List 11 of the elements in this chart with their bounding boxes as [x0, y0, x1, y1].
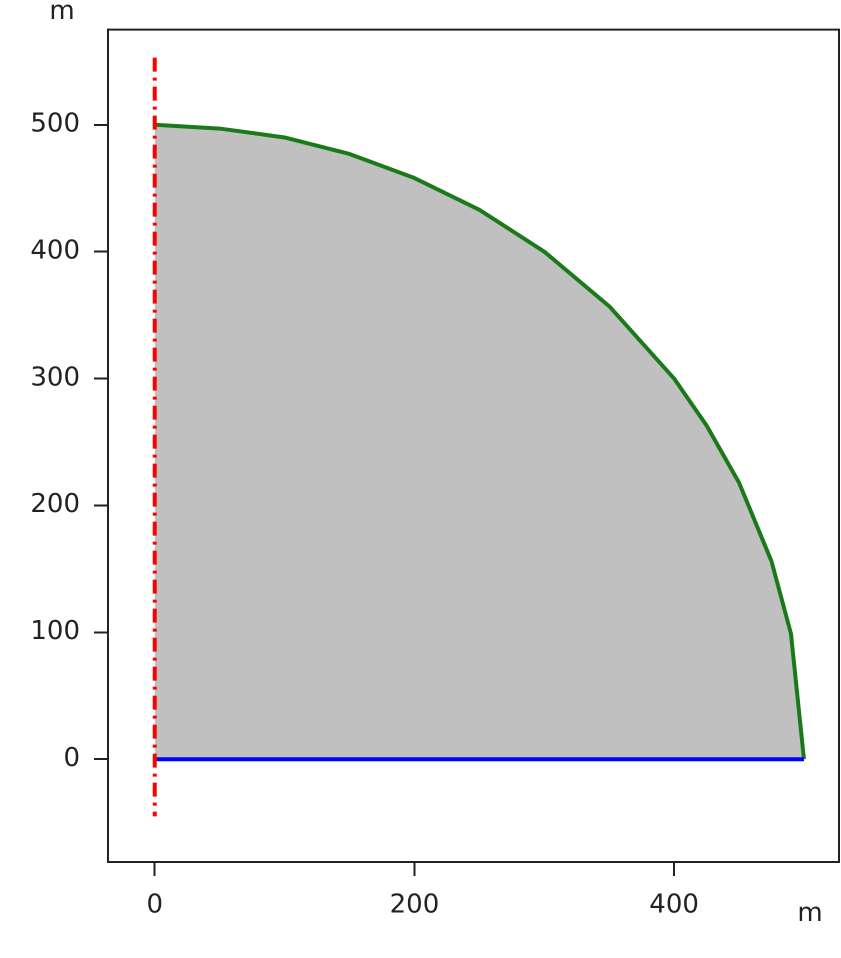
x-axis-title: m	[797, 898, 823, 928]
y-tick-label: 0	[63, 742, 80, 773]
y-tick-label: 500	[30, 108, 80, 139]
x-tick-label: 0	[146, 889, 164, 920]
x-tick-label: 200	[390, 889, 440, 920]
x-tick-label: 400	[649, 889, 699, 920]
y-tick-label: 400	[30, 235, 80, 266]
y-axis-title: m	[49, 0, 75, 26]
y-tick-label: 100	[30, 616, 80, 646]
y-tick-label: 200	[30, 489, 80, 520]
y-tick-label: 300	[30, 362, 80, 392]
